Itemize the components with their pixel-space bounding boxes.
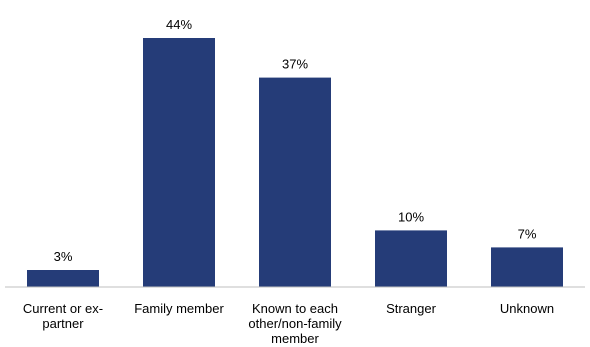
data-label-2: 37% (282, 57, 308, 72)
bar-1 (143, 38, 215, 287)
data-label-3: 10% (398, 209, 424, 224)
data-label-1: 44% (166, 17, 192, 32)
bar-0 (27, 270, 99, 287)
category-label-2-line-1: other/non-family (248, 316, 342, 331)
bar-4 (491, 247, 563, 287)
category-labels-group: Current or ex-partner Family member Known … (23, 301, 554, 346)
category-label-0: Current or ex-partner (23, 301, 103, 331)
category-label-2: Known to each other/non-family member (248, 301, 342, 346)
category-label-1: Family member (134, 301, 224, 316)
category-label-4-line-0: Unknown (500, 301, 554, 316)
bars-group (27, 38, 563, 287)
category-label-3-line-0: Stranger (386, 301, 437, 316)
data-label-4: 7% (518, 226, 537, 241)
category-label-4: Unknown (500, 301, 554, 316)
category-label-3: Stranger (386, 301, 437, 316)
category-label-1-line-0: Family member (134, 301, 224, 316)
category-label-0-line-1: partner (42, 316, 84, 331)
bar-2 (259, 77, 331, 287)
category-label-2-line-0: Known to each (252, 301, 338, 316)
data-labels-group: 3% 44% 37% 10% 7% (54, 17, 537, 264)
data-label-0: 3% (54, 249, 73, 264)
category-label-2-line-2: member (271, 331, 319, 346)
category-label-0-line-0: Current or ex- (23, 301, 103, 316)
bar-3 (375, 230, 447, 287)
